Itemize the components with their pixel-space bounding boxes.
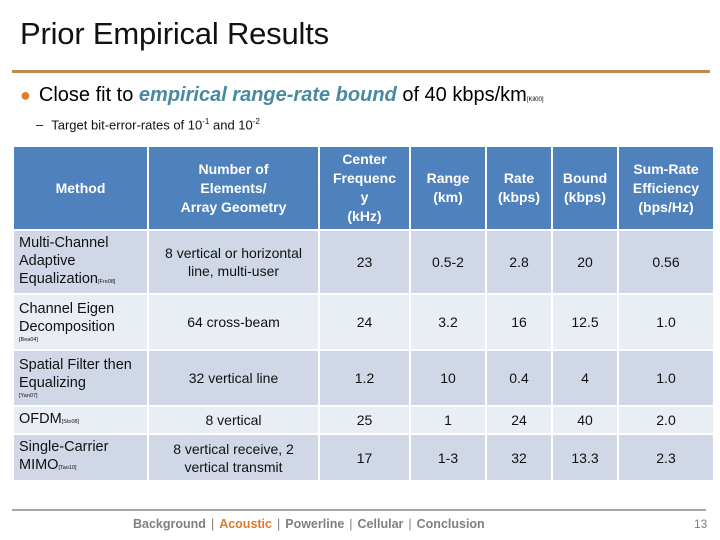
rate-cell: 16	[487, 295, 551, 349]
geometry-cell: 64 cross-beam	[149, 295, 318, 349]
sub-bullet: – Target bit-error-rates of 10-1 and 10-2	[36, 117, 260, 132]
bound-cell: 13.3	[553, 435, 617, 480]
footer-nav: Background | Acoustic | Powerline | Cellular | C…	[133, 517, 485, 531]
rate-cell: 0.4	[487, 351, 551, 405]
nav-background[interactable]: Background	[133, 517, 206, 531]
method-cell: Single-Carrier MIMO[Tao10]	[14, 435, 147, 480]
citation: [Kil00]	[526, 97, 544, 103]
frequency-cell: 25	[320, 407, 409, 433]
nav-powerline[interactable]: Powerline	[285, 517, 345, 531]
citation: [Bea04]	[19, 337, 38, 343]
dash-icon: –	[36, 117, 44, 133]
bullet-emphasis: empirical range-rate bound	[138, 84, 397, 106]
table-row: Spatial Filter then Equalizing [Yan07] 32…	[14, 351, 713, 405]
bullet-prefix: Close fit to	[38, 84, 139, 106]
range-cell: 3.2	[411, 295, 485, 349]
rate-cell: 2.8	[487, 231, 551, 293]
citation: [Fre08]	[98, 278, 116, 285]
nav-acoustic[interactable]: Acoustic	[219, 517, 272, 531]
results-table: Method Number of Elements/Array Geometry …	[12, 145, 715, 482]
efficiency-cell: 2.3	[619, 435, 713, 480]
slide-title: Prior Empirical Results	[20, 16, 329, 51]
citation: [Tao10]	[58, 465, 77, 471]
header-method: Method	[14, 147, 147, 229]
geometry-cell: 8 vertical	[149, 407, 318, 433]
citation: [Sto08]	[61, 418, 80, 425]
method-cell: Spatial Filter then Equalizing [Yan07]	[14, 351, 147, 405]
nav-cellular[interactable]: Cellular	[357, 517, 404, 531]
bound-cell: 4	[553, 351, 617, 405]
header-frequency: Center Frequenc y (kHz)	[320, 147, 409, 229]
table-row: Channel Eigen Decomposition [Bea04] 64 cr…	[14, 295, 713, 349]
citation: [Yan07]	[19, 393, 38, 399]
footer-divider	[12, 509, 706, 511]
method-cell: Multi-Channel Adaptive Equalization[Fre0…	[14, 231, 147, 293]
header-efficiency: Sum-Rate Efficiency (bps/Hz)	[619, 147, 713, 229]
table-row: Single-Carrier MIMO[Tao10] 8 vertical re…	[14, 435, 713, 480]
title-divider	[12, 70, 710, 73]
geometry-cell: 32 vertical line	[149, 351, 318, 405]
range-cell: 10	[411, 351, 485, 405]
sub-bullet-mid: and 10	[209, 117, 253, 133]
table-header-row: Method Number of Elements/Array Geometry …	[14, 147, 713, 229]
frequency-cell: 24	[320, 295, 409, 349]
method-cell: Channel Eigen Decomposition [Bea04]	[14, 295, 147, 349]
exponent-2: -2	[252, 117, 260, 126]
efficiency-cell: 1.0	[619, 295, 713, 349]
bound-cell: 40	[553, 407, 617, 433]
header-bound: Bound (kbps)	[553, 147, 617, 229]
nav-separator: |	[210, 517, 215, 531]
frequency-cell: 23	[320, 231, 409, 293]
rate-cell: 32	[487, 435, 551, 480]
frequency-cell: 1.2	[320, 351, 409, 405]
frequency-cell: 17	[320, 435, 409, 480]
efficiency-cell: 2.0	[619, 407, 713, 433]
header-geometry: Number of Elements/Array Geometry	[149, 147, 318, 229]
range-cell: 1	[411, 407, 485, 433]
range-cell: 1-3	[411, 435, 485, 480]
bound-cell: 20	[553, 231, 617, 293]
nav-separator: |	[349, 517, 353, 531]
sub-bullet-prefix: Target bit-error-rates of 10	[51, 117, 203, 133]
exponent-1: -1	[202, 117, 210, 126]
page-number: 13	[694, 517, 708, 531]
rate-cell: 24	[487, 407, 551, 433]
table-row: OFDM[Sto08] 8 vertical 25 1 24 40 2.0	[14, 407, 713, 433]
bullet-suffix: of 40 kbps/km	[396, 84, 527, 106]
table-row: Multi-Channel Adaptive Equalization[Fre0…	[14, 231, 713, 293]
geometry-cell: 8 vertical receive, 2 vertical transmit	[149, 435, 318, 480]
nav-separator: |	[408, 517, 412, 531]
header-range: Range (km)	[411, 147, 485, 229]
method-cell: OFDM[Sto08]	[14, 407, 147, 433]
header-rate: Rate (kbps)	[487, 147, 551, 229]
efficiency-cell: 0.56	[619, 231, 713, 293]
range-cell: 0.5-2	[411, 231, 485, 293]
geometry-cell: 8 vertical or horizontal line, multi-use…	[149, 231, 318, 293]
efficiency-cell: 1.0	[619, 351, 713, 405]
main-bullet: ● Close fit to empirical range-rate bound…	[20, 84, 544, 107]
bound-cell: 12.5	[553, 295, 617, 349]
bullet-dot-icon: ●	[20, 85, 31, 105]
nav-separator: |	[276, 517, 281, 531]
nav-conclusion[interactable]: Conclusion	[416, 517, 485, 531]
